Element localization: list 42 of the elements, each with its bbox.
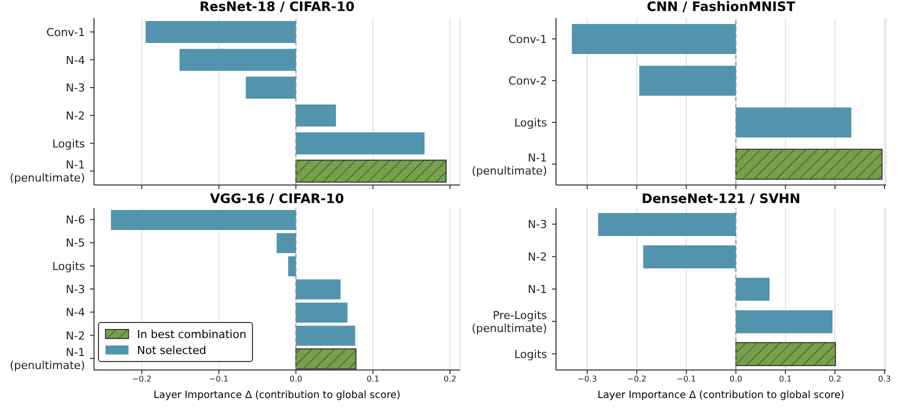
y-tick-label: N-2	[66, 328, 85, 342]
y-tick-label: N-1 (penultimate)	[10, 158, 85, 184]
y-tick-label: N-2	[66, 108, 85, 122]
y-tick-label: N-6	[66, 213, 85, 226]
x-tick-label: 0.0	[730, 374, 742, 384]
chart-title: VGG-16 / CIFAR-10	[208, 192, 345, 207]
x-tick-label: −0.1	[676, 374, 696, 384]
y-tick-label: N-1 (penultimate)	[472, 151, 547, 178]
x-tick-label: 0.2	[444, 374, 456, 384]
x-tick-label: −0.2	[132, 374, 152, 384]
y-tick-label: Logits	[514, 116, 548, 129]
y-tick-label: N-2	[528, 250, 547, 264]
x-tick-label: −0.3	[577, 374, 597, 384]
y-tick-label: Logits	[52, 136, 86, 150]
y-tick-label: N-4	[66, 53, 85, 66]
y-tick-label: N-3	[528, 218, 547, 231]
y-tick-label: Logits	[52, 259, 86, 272]
x-axis-title: Layer Importance Δ (contribution to global score)	[596, 390, 846, 401]
chart-title: DenseNet-121 / SVHN	[640, 192, 802, 207]
y-tick-label: Pre-Logits (penultimate)	[472, 308, 548, 334]
y-tick-label: N-1	[528, 282, 547, 296]
y-tick-label: N-3	[66, 81, 85, 94]
chart-title: ResNet-18 / CIFAR-10	[198, 0, 356, 15]
y-tick-label: N-5	[66, 236, 85, 250]
x-tick-label: 0.3	[878, 374, 891, 384]
x-tick-label: 0.1	[366, 374, 380, 384]
y-tick-label: Conv-1	[508, 32, 547, 46]
y-tick-label: Conv-1	[46, 25, 85, 38]
x-tick-label: −0.2	[627, 374, 646, 384]
chart-title: CNN / FashionMNIST	[646, 0, 796, 15]
y-tick-label: N-1 (penultimate)	[10, 345, 85, 372]
y-tick-label: N-4	[66, 306, 85, 319]
x-axis-title: Layer Importance Δ (contribution to global score)	[152, 390, 402, 401]
legend-label: Not selected	[137, 344, 206, 356]
x-tick-label: −0.1	[209, 374, 229, 384]
x-tick-label: 0.2	[828, 374, 842, 384]
y-tick-label: N-3	[66, 282, 85, 296]
y-tick-label: Logits	[514, 347, 548, 360]
y-tick-label: Conv-2	[508, 74, 547, 88]
legend-label: In best combination	[137, 328, 246, 340]
x-tick-label: 0.0	[290, 374, 302, 384]
x-tick-label: 0.1	[779, 374, 792, 384]
